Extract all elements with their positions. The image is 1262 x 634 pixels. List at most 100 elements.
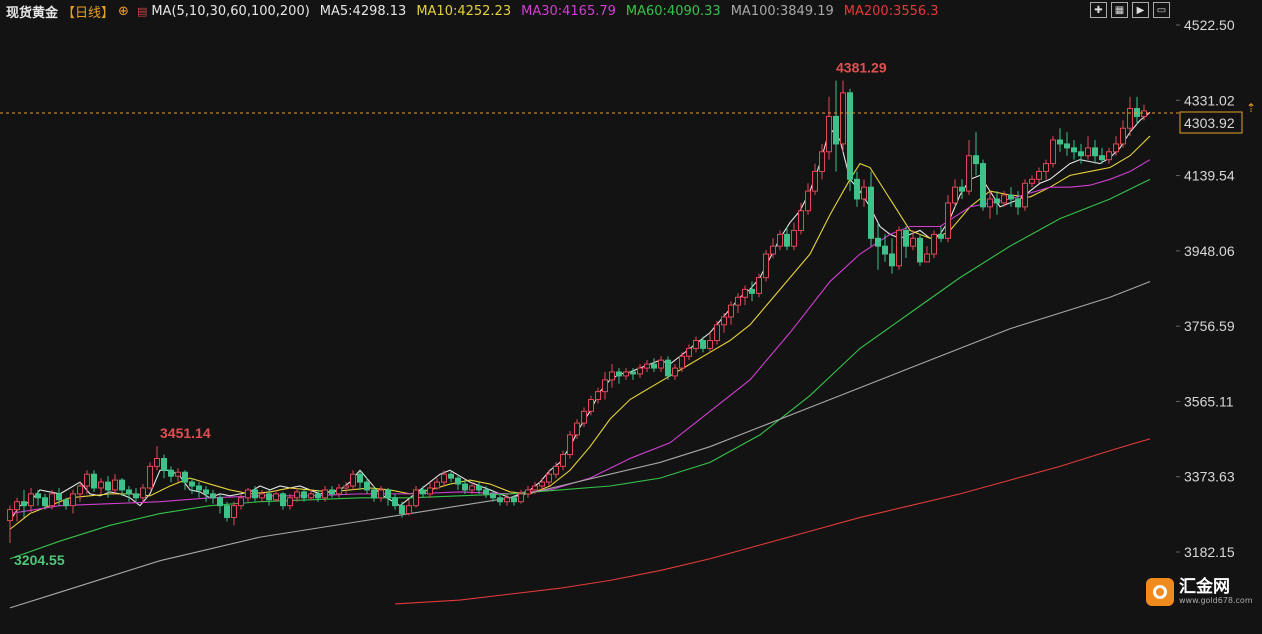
ma-line-ma30 [9, 159, 1151, 515]
brand-logo: 汇金网 www.gold678.com [1146, 578, 1253, 606]
axis-tick-label: 3565.11 [1184, 393, 1234, 409]
candle-up [441, 473, 447, 483]
candle-down [35, 493, 41, 499]
candle-up [273, 493, 279, 501]
ma-value-1: MA10:4252.23 [416, 3, 512, 19]
candle-up [693, 340, 699, 349]
current-price-label: 4303.92 [1184, 115, 1235, 131]
price-marker-icon: ⇡ [1246, 101, 1256, 115]
ma-params-label[interactable]: MA(5,10,30,60,100,200) [151, 3, 310, 19]
candle-up [518, 493, 524, 503]
candle-up [525, 489, 531, 495]
candle-up [735, 296, 741, 306]
candle-down [616, 371, 622, 377]
candle-down [784, 233, 790, 247]
candle-up [637, 367, 643, 375]
candle-up [427, 487, 433, 495]
candle-up [791, 229, 797, 247]
candle-up [147, 465, 153, 489]
candle-up [602, 379, 608, 393]
candle-down [889, 253, 895, 267]
table-icon[interactable]: ▦ [1111, 2, 1128, 18]
candle-down [875, 237, 881, 247]
candle-up [343, 485, 349, 489]
candle-up [84, 473, 90, 487]
candle-up [112, 479, 118, 491]
candle-down [994, 198, 1000, 204]
candle-up [560, 454, 566, 467]
candle-down [749, 288, 755, 294]
candle-down [1078, 151, 1084, 157]
candle-up [504, 497, 510, 503]
axis-tick-label: 3373.63 [1184, 469, 1235, 485]
price-annotations: 4303.92 ⇡ 4381.29 3451.14 3204.55 [0, 60, 1256, 568]
candle-up [1050, 139, 1056, 165]
current-price-box [1179, 111, 1243, 134]
logo-url: www.gold678.com [1179, 596, 1253, 605]
candle-down [497, 497, 503, 503]
candle-down [105, 481, 111, 491]
candle-down [854, 178, 860, 200]
candle-up [742, 288, 748, 298]
axis-tick-label: 4331.02 [1184, 92, 1235, 108]
candle-up [1120, 127, 1126, 145]
period-selector[interactable]: 【日线】 [62, 5, 115, 21]
candle-up [245, 489, 251, 499]
ma-value-5: MA200:3556.3 [843, 3, 939, 19]
window-icon[interactable]: ▭ [1153, 2, 1170, 18]
candle-up [728, 304, 734, 318]
candle-down [483, 489, 489, 495]
candle-up [987, 198, 993, 208]
candle-up [623, 371, 629, 377]
candle-down [917, 237, 923, 263]
moving-average-lines [9, 112, 1151, 609]
candle-up [1127, 108, 1133, 129]
candle-up [7, 509, 13, 522]
candle-up [770, 245, 776, 255]
candle-down [126, 489, 132, 495]
zoom-icon[interactable]: ✚ [1090, 2, 1107, 18]
candle-up [931, 233, 937, 255]
period-add-icon[interactable]: ⊕ [118, 3, 129, 19]
chart-icon[interactable]: ▤ [136, 4, 148, 18]
ma-value-4: MA100:3849.19 [730, 3, 834, 19]
candle-up [658, 359, 664, 369]
candle-up [336, 487, 342, 495]
candle-down [476, 485, 482, 491]
candle-up [49, 493, 55, 507]
candle-up [1113, 143, 1119, 153]
ma-line-ma60 [9, 178, 1151, 560]
candle-down [1015, 198, 1021, 208]
candle-up [539, 481, 545, 487]
candle-down [973, 155, 979, 165]
candle-down [833, 115, 839, 145]
candle-up [721, 316, 727, 326]
play-icon[interactable]: ▶ [1132, 2, 1149, 18]
candle-up [952, 186, 958, 204]
candle-down [448, 473, 454, 479]
candle-down [42, 497, 48, 507]
candle-down [1057, 139, 1063, 145]
candle-up [231, 505, 237, 518]
candle-down [630, 371, 636, 375]
candle-up [686, 347, 692, 357]
candle-up [861, 186, 867, 200]
candle-up [924, 253, 930, 263]
candle-up [805, 190, 811, 212]
candle-up [819, 151, 825, 172]
candle-up [707, 340, 713, 349]
candle-down [364, 481, 370, 491]
instrument-title[interactable]: 现货黄金 [6, 5, 59, 21]
candle-up [1001, 194, 1007, 204]
candle-up [609, 371, 615, 381]
candle-up [1022, 182, 1028, 208]
candle-up [154, 457, 160, 467]
candle-down [511, 497, 517, 503]
candle-up [1036, 170, 1042, 180]
candle-down [903, 229, 909, 247]
candle-down [665, 359, 671, 377]
axis-tick-label: 4522.50 [1184, 17, 1235, 33]
candle-up [777, 233, 783, 247]
chart-header: 现货黄金 【日线】 ⊕ ▤ MA(5,10,30,60,100,200) MA5… [0, 0, 1262, 22]
